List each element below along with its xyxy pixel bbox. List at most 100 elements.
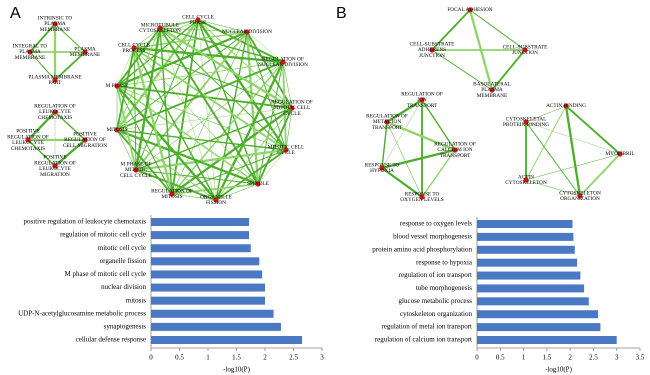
node-label: LEUKOCYTE [12,140,44,146]
node [82,137,88,143]
edge [133,46,284,64]
node-label: ADHERENS [418,47,446,53]
edge [525,153,621,181]
bar [151,322,281,331]
node [133,167,139,173]
node-label: MEMBRANE [477,93,508,99]
node-label: JUNCTION [512,50,538,56]
node-label: PROTEIN BINDING [503,122,549,128]
node [25,137,31,143]
node [289,105,295,111]
edge [54,111,86,141]
node [52,109,58,115]
node-label: M PHASE [106,83,129,89]
edges [27,9,621,201]
node-label: LEUKOCYTE [39,166,71,172]
node-label: CHEMOTAXIS [11,146,45,152]
bar [477,258,578,267]
edge [285,107,293,151]
node-label: CELL MIGRATION [63,143,107,149]
bar [151,296,265,305]
edge [525,105,567,123]
node [52,77,58,83]
edge [246,31,287,151]
node-label: JUNCTION [419,53,445,59]
node-label: CELL CYCLE [182,14,214,20]
node [429,47,435,53]
bar [477,336,617,344]
node-label: REGULATION OF [262,56,304,62]
node-label: MITOSIS [161,194,182,200]
edge [282,61,287,151]
node-label: METAL ION [373,119,402,125]
node-label: REGULATION OF [7,134,49,140]
node [522,47,528,53]
edge [565,105,621,155]
node-label: TRANSPORT [372,125,403,131]
edge [116,85,293,109]
x-tick-label: 2.5 [589,354,598,362]
category-label: positive regulation of leukocyte chemota… [24,218,147,226]
x-tick-label: 1 [522,354,526,362]
node-label: MITOTIC CELL [274,105,311,111]
edge [245,31,260,185]
x-axis-label: -log10(P) [223,366,251,374]
x-tick-label: 2.5 [289,354,298,362]
node-label: REGULATION OF [434,141,476,147]
node-label: REGULATION OF [366,113,408,119]
category-label: glucose metabolic process [399,297,473,305]
edge [469,9,526,51]
node [577,193,583,199]
node-label: MITOTIC [125,167,147,173]
edge [431,49,493,91]
edge [525,105,567,181]
node [280,59,286,65]
edge [525,121,581,197]
bar [477,297,589,306]
node-label: REGULATION OF [151,188,193,194]
node-label: TRANSPORT [440,153,471,159]
node-label: FISSION [206,200,226,206]
bar [477,323,601,332]
node [452,147,458,153]
edge [381,121,388,169]
edge [386,120,456,152]
edge [116,27,161,87]
bar [477,220,573,228]
edge [116,61,284,87]
category-label: response to hypoxia [416,258,473,266]
node-label: MICROTUBULE [141,22,179,28]
edge [116,19,199,87]
edge [133,47,287,151]
edge [171,107,293,195]
category-label: nuclear division [101,283,146,291]
edge [579,153,621,197]
edge [133,47,217,201]
panel-label: A [10,5,21,22]
node-label: PLASMA MEMBRANE [28,74,81,80]
node-label: CYCLE [283,111,300,117]
node-label: ORGANIZATION [560,196,600,202]
panel-label: B [336,5,347,22]
edge [564,105,582,197]
node [52,21,58,27]
node-label: PLASMA [481,87,503,93]
node-label: MITOSIS [106,127,127,133]
node-label: CHEMOTAXIS [38,115,72,121]
node [467,7,473,13]
edge [282,61,293,109]
edge [197,19,287,151]
node-label: CALCIUM ION [437,147,472,153]
node-label: RESPONSE TO [405,191,440,197]
category-label: UDP-N-acetylglucosamine metabolic proces… [18,309,146,317]
edge [386,121,423,198]
node-label: HYPOXIA [370,168,394,174]
node-label: REGULATION OF [64,137,106,143]
edge [27,139,56,167]
edge [133,47,293,109]
bar [477,245,575,254]
edge [159,27,287,151]
bar [151,231,250,240]
edge [116,47,135,131]
